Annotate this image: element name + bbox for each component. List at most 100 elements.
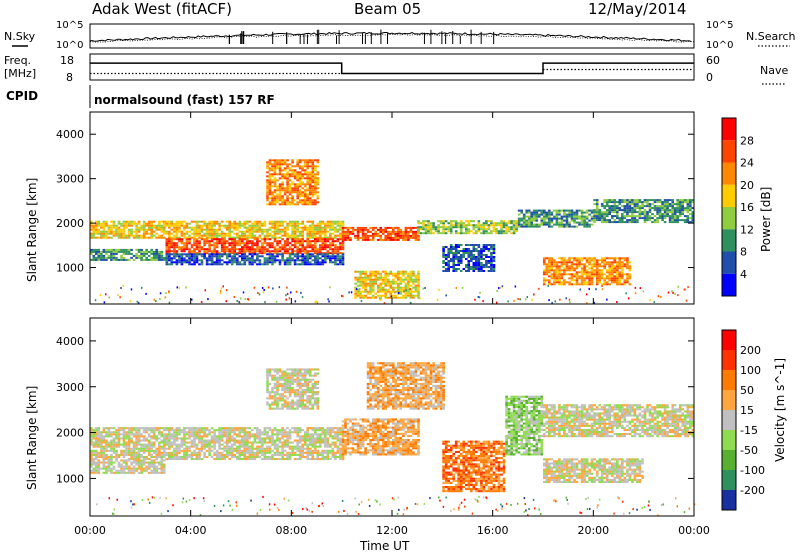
heatmap-cell (258, 246, 262, 249)
heatmap-cell (233, 441, 236, 444)
heatmap-cell (127, 258, 131, 261)
heatmap-cell (273, 250, 277, 253)
heatmap-cell (125, 220, 128, 223)
heatmap-cell (117, 230, 121, 233)
heatmap-cell (545, 211, 549, 214)
heatmap-cell (683, 199, 687, 202)
heatmap-cell (676, 207, 679, 210)
heatmap-cell (251, 456, 254, 459)
heatmap-cell (233, 431, 236, 434)
heatmap-cell (97, 256, 101, 259)
heatmap-cell (257, 292, 259, 294)
heatmap-cell (278, 185, 282, 188)
heatmap-cell (311, 171, 315, 174)
heatmap-cell (193, 236, 196, 239)
heatmap-cell (273, 240, 277, 243)
heatmap-cell (321, 253, 325, 256)
heatmap-cell (271, 253, 274, 256)
heatmap-cell (273, 159, 277, 162)
heatmap-cell (402, 230, 405, 233)
heatmap-cell (117, 222, 121, 225)
heatmap-cell (115, 248, 118, 251)
heatmap-cell (344, 232, 347, 235)
heatmap-cell (341, 248, 345, 251)
heatmap-cell (326, 257, 330, 260)
heatmap-cell (308, 189, 312, 192)
heatmap-cell (266, 191, 269, 194)
heatmap-cell (163, 433, 166, 436)
heatmap-cell (626, 267, 629, 270)
heatmap-cell (308, 261, 312, 264)
heatmap-cell (268, 458, 272, 461)
heatmap-cell (173, 226, 176, 229)
heatmap-cell (268, 447, 272, 450)
heatmap-cell (188, 437, 191, 440)
heatmap-cell (331, 242, 335, 245)
heatmap-cell (271, 220, 274, 223)
heatmap-cell (590, 275, 594, 278)
heatmap-cell (95, 228, 98, 231)
heatmap-cell (168, 242, 171, 245)
heatmap-cell (97, 443, 101, 446)
heatmap-cell (676, 209, 679, 212)
heatmap-cell (374, 278, 377, 281)
heatmap-cell (278, 193, 282, 196)
heatmap-cell (276, 167, 279, 170)
heatmap-cell (379, 230, 382, 233)
heatmap-cell (208, 255, 211, 258)
heatmap-cell (636, 205, 639, 208)
heatmap-cell (364, 228, 367, 231)
heatmap-cell (459, 220, 463, 223)
heatmap-cell (278, 203, 282, 206)
heatmap-cell (554, 300, 557, 303)
heatmap-cell (442, 250, 445, 252)
heatmap-cell (558, 213, 561, 216)
heatmap-cell (376, 288, 380, 291)
heatmap-cell (588, 219, 591, 222)
heatmap-cell (137, 226, 141, 229)
heatmap-cell (608, 283, 611, 286)
heatmap-cell (135, 458, 138, 461)
heatmap-cell (286, 224, 289, 227)
heatmap-cell (298, 263, 302, 266)
heatmap-cell (296, 159, 299, 162)
heatmap-cell (563, 271, 566, 274)
heatmap-cell (248, 261, 252, 264)
heatmap-cell (437, 220, 440, 223)
heatmap-cell (356, 236, 360, 239)
heatmap-cell (648, 199, 652, 202)
heatmap-cell (195, 458, 199, 461)
heatmap-cell (389, 234, 393, 237)
heatmap-cell (122, 234, 126, 237)
heatmap-cell (230, 431, 234, 434)
heatmap-cell (626, 277, 629, 280)
heatmap-cell (334, 255, 337, 258)
heatmap-cell (359, 282, 362, 285)
heatmap-cell (452, 262, 455, 264)
heatmap-cell (180, 248, 184, 251)
heatmap-cell (110, 230, 113, 233)
heatmap-cell (417, 276, 420, 279)
heatmap-cell (253, 458, 257, 461)
heatmap-cell (127, 252, 131, 255)
heatmap-cell (520, 225, 523, 228)
heatmap-cell (225, 250, 229, 253)
heatmap-cell (535, 219, 539, 222)
heatmap-cell (251, 224, 254, 227)
heatmap-cell (102, 228, 106, 231)
heatmap-cell (233, 295, 235, 298)
heatmap-cell (409, 228, 413, 231)
heatmap-cell (611, 263, 614, 266)
heatmap-cell (444, 220, 448, 223)
heatmap-cell (127, 427, 131, 430)
heatmap-cell (341, 252, 345, 255)
heatmap-cell (550, 225, 554, 228)
heatmap-cell (381, 294, 385, 297)
heatmap-cell (417, 228, 420, 231)
heatmap-cell (215, 232, 219, 235)
heatmap-cell (341, 232, 345, 235)
heatmap-cell (266, 185, 269, 188)
heatmap-cell (107, 445, 111, 448)
heatmap-cell (115, 437, 118, 440)
heatmap-cell (125, 258, 128, 261)
